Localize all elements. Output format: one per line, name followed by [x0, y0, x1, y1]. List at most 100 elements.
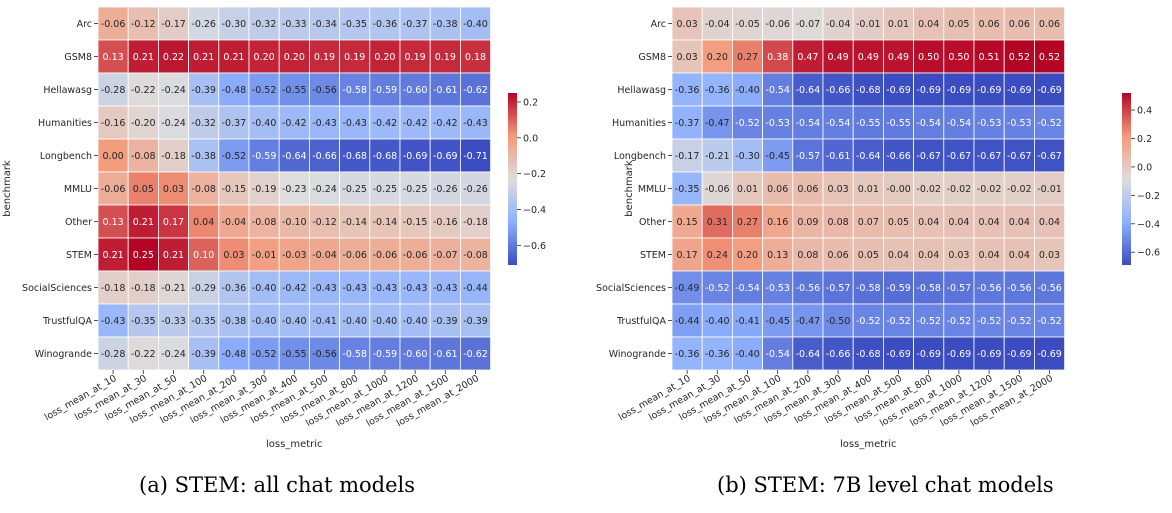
heatmap-cell [399, 171, 431, 206]
cell-value-label: -0.53 [1007, 118, 1032, 129]
cell-value-label: -0.35 [131, 316, 156, 327]
cell-value-label: -0.28 [101, 349, 126, 360]
cell-value-label: -0.42 [403, 118, 428, 129]
cell-value-label: -0.59 [252, 151, 277, 162]
heatmap-cell [97, 105, 129, 140]
cell-value-label: -0.66 [826, 85, 851, 96]
y-axis-label: benchmark [624, 160, 635, 217]
cell-value-label: -0.12 [131, 19, 156, 30]
heatmap-cell [127, 303, 159, 338]
heatmap-cell [1003, 72, 1035, 107]
heatmap-cell [97, 39, 129, 74]
cell-value-label: -0.64 [796, 85, 821, 96]
cell-value-label: -0.67 [947, 151, 972, 162]
cell-value-label: -0.06 [373, 250, 398, 261]
cell-value-label: -0.37 [222, 118, 247, 129]
cell-value-label: -0.36 [675, 85, 700, 96]
heatmap-cell [1034, 138, 1066, 173]
heatmap-cell [97, 270, 129, 305]
heatmap-cell [188, 171, 220, 206]
cell-value-label: -0.71 [463, 151, 488, 162]
cell-value-label: 0.01 [888, 19, 909, 30]
cell-value-label: 0.19 [435, 52, 456, 63]
heatmap-cell [399, 105, 431, 140]
cell-value-label: -0.43 [342, 118, 367, 129]
heatmap-cell [127, 6, 159, 41]
cell-value-label: -0.54 [735, 283, 760, 294]
x-axis-label: loss_metric [840, 439, 897, 450]
heatmap-cell [218, 72, 250, 107]
cell-value-label: -0.43 [342, 283, 367, 294]
cell-value-label: 0.17 [163, 217, 184, 228]
y-axis-label: benchmark [2, 160, 13, 217]
heatmap-cell [459, 105, 491, 140]
cell-value-label: -0.52 [977, 316, 1002, 327]
cell-value-label: -0.12 [312, 217, 337, 228]
heatmap-cell [973, 171, 1005, 206]
cell-value-label: -0.69 [977, 349, 1002, 360]
cell-value-label: -0.54 [765, 349, 790, 360]
cell-value-label: -0.18 [101, 283, 126, 294]
heatmap-cell [459, 171, 491, 206]
cell-value-label: 0.07 [858, 217, 879, 228]
cell-value-label: -0.55 [282, 349, 307, 360]
heatmap-cell [852, 105, 884, 140]
y-tick-label: SocialSciences [22, 283, 92, 294]
cell-value-label: -0.24 [161, 118, 186, 129]
cell-value-label: -0.54 [765, 85, 790, 96]
cell-value-label: -0.43 [101, 316, 126, 327]
heatmap-cell [883, 303, 915, 338]
cell-value-label: 0.04 [979, 217, 1000, 228]
cell-value-label: -0.49 [675, 283, 700, 294]
y-tick-label: GSM8 [638, 52, 666, 63]
cell-value-label: 0.19 [344, 52, 365, 63]
cell-value-label: -0.62 [463, 85, 488, 96]
cell-value-label: 0.04 [1039, 217, 1060, 228]
heatmap-cell [671, 237, 703, 272]
heatmap-cell [188, 336, 220, 371]
heatmap-cell [157, 39, 189, 74]
cell-value-label: -0.06 [101, 184, 126, 195]
heatmap-cell [701, 138, 733, 173]
heatmap-cell [792, 72, 824, 107]
cell-value-label: -0.62 [463, 349, 488, 360]
heatmap-cell [1003, 171, 1035, 206]
cell-value-label: 0.05 [858, 250, 879, 261]
cell-value-label: -0.68 [856, 85, 881, 96]
heatmap-cell [369, 72, 401, 107]
heatmap-cell [97, 303, 129, 338]
cell-value-label: -0.50 [826, 316, 851, 327]
y-tick-label: Hellawasg [43, 85, 92, 96]
cell-value-label: -0.61 [433, 85, 458, 96]
cell-value-label: -0.59 [373, 349, 398, 360]
cell-value-label: -0.03 [282, 250, 307, 261]
cell-value-label: 0.20 [284, 52, 305, 63]
cell-value-label: -0.67 [977, 151, 1002, 162]
heatmap-cell [913, 72, 945, 107]
colorbar [508, 93, 517, 265]
heatmap-cell [369, 303, 401, 338]
heatmap-cell [671, 270, 703, 305]
heatmap-cell [459, 336, 491, 371]
cell-value-label: 0.04 [918, 217, 939, 228]
cell-value-label: -0.34 [312, 19, 337, 30]
heatmap-cell [1003, 6, 1035, 41]
heatmap-cell [278, 303, 310, 338]
cell-value-label: -0.53 [765, 283, 790, 294]
y-tick-label: Other [65, 217, 92, 228]
cell-value-label: -0.58 [856, 283, 881, 294]
cell-value-label: -0.40 [342, 316, 367, 327]
cell-value-label: 0.06 [797, 184, 818, 195]
heatmap-cell [218, 204, 250, 239]
cell-value-label: -0.52 [735, 118, 760, 129]
heatmap-cell [157, 105, 189, 140]
colorbar-tick-label: −0.2 [523, 169, 546, 180]
cell-value-label: -0.29 [191, 283, 216, 294]
cell-value-label: -0.41 [735, 316, 760, 327]
heatmap-cell [339, 39, 371, 74]
heatmap-cell [883, 237, 915, 272]
heatmap-cell [157, 138, 189, 173]
cell-value-label: -0.20 [131, 118, 156, 129]
cell-value-label: -0.15 [403, 217, 428, 228]
cell-value-label: -0.61 [433, 349, 458, 360]
